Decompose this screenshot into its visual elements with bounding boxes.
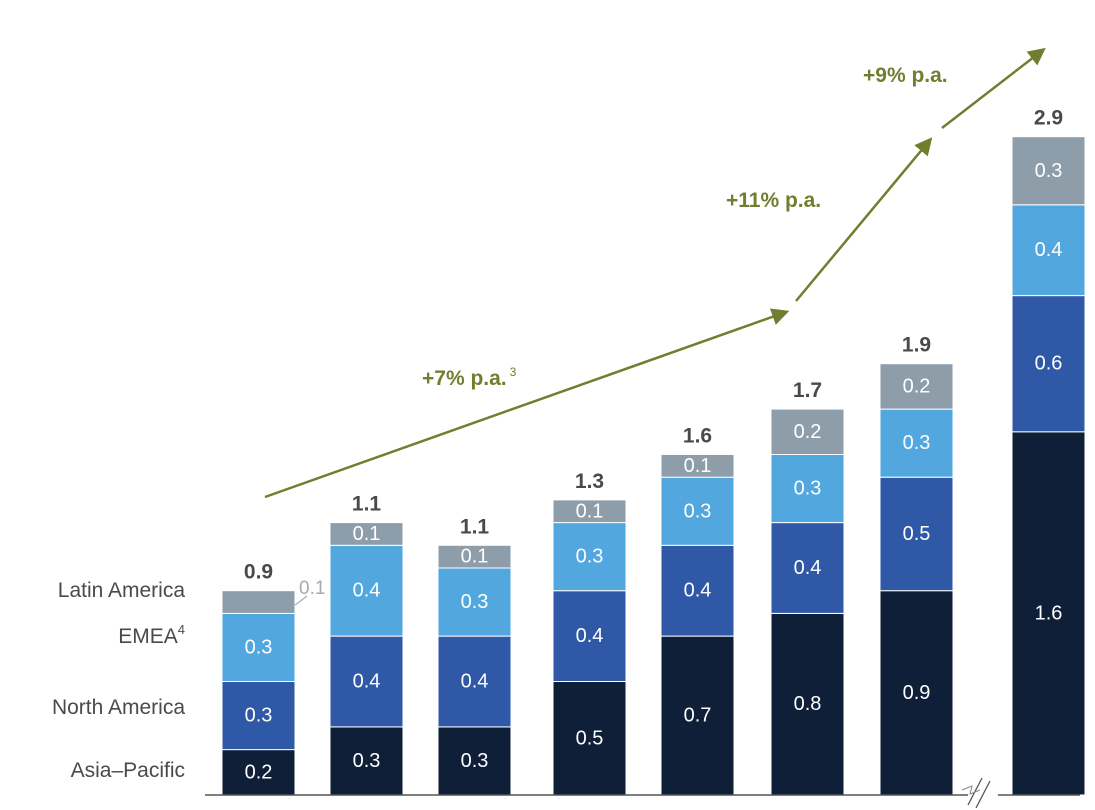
- bar-segment: [1011, 431, 1086, 796]
- growth-arrow: [795, 137, 933, 302]
- bar-segment: [1011, 136, 1086, 206]
- segment-value-label: 0.4: [1035, 239, 1063, 261]
- segment-value-label: 0.4: [353, 671, 381, 693]
- legend-item: EMEA4: [118, 622, 185, 648]
- bar-stack: 0.9 0.5 0.3 0.2 1.9: [879, 334, 954, 796]
- bar-segment: [770, 522, 845, 614]
- bar-segment: [552, 499, 627, 524]
- segment-value-label: 0.3: [245, 636, 273, 658]
- growth-rate-label: +7% p.a. 3: [422, 365, 517, 390]
- segment-value-label: 0.4: [684, 580, 712, 602]
- bar-segment: [329, 522, 404, 546]
- bar-segment: [770, 408, 845, 456]
- segment-value-label: 0.1: [684, 455, 712, 477]
- growth-arrows: +7% p.a. 3 +11% p.a. +9% p.a.: [264, 47, 1046, 499]
- segment-value-label: 0.6: [1035, 353, 1063, 375]
- segment-value-label: 0.4: [461, 671, 489, 693]
- segment-value-label: 0.3: [794, 478, 822, 500]
- bar-segment: [437, 635, 512, 728]
- segment-value-label: 0.3: [576, 546, 604, 568]
- bar-stack: 0.3 0.4 0.3 0.1 1.1: [437, 515, 512, 796]
- bar-segment: [660, 454, 735, 478]
- growth-arrow: [941, 47, 1046, 129]
- bar-segment: [552, 681, 627, 796]
- bar-total-label: 1.1: [460, 515, 490, 538]
- bars: 0.2 0.3 0.3 0.9 0.3 0.4 0.4 0.1 1.1 0.3 0.4 0.3 0.1 1…: [221, 107, 1086, 796]
- bar-segment: [437, 567, 512, 637]
- segment-value-label: 0.5: [576, 727, 604, 749]
- bar-segment: [770, 612, 845, 796]
- legend: Latin America EMEA4 North America Asia–Paci…: [52, 579, 185, 782]
- segment-value-label: 0.7: [684, 705, 712, 727]
- bar-segment: [660, 635, 735, 796]
- bar-segment: [660, 544, 735, 637]
- legend-item: Asia–Pacific: [71, 759, 185, 782]
- growth-rate-label: +9% p.a.: [863, 64, 948, 87]
- legend-item: North America: [52, 696, 185, 719]
- bar-stack: 0.8 0.4 0.3 0.2 1.7: [770, 379, 845, 796]
- bar-segment: [660, 476, 735, 546]
- segment-value-label: 0.2: [794, 421, 822, 443]
- bar-segment: [221, 590, 296, 614]
- bar-segment: [329, 544, 404, 637]
- bar-segment: [879, 363, 954, 410]
- bar-segment: [879, 476, 954, 592]
- bar-stack: 1.6 0.6 0.4 0.3 2.9: [1011, 107, 1086, 796]
- segment-value-label: 0.4: [576, 625, 604, 647]
- bar-stack: 0.3 0.4 0.4 0.1 1.1: [329, 493, 404, 796]
- bar-total-label: 2.9: [1034, 107, 1063, 130]
- bar-segment: [879, 408, 954, 478]
- bar-total-label: 1.1: [352, 493, 382, 516]
- growth-arrow: [264, 308, 790, 499]
- bar-segment: [329, 635, 404, 728]
- bar-total-label: 1.6: [683, 425, 712, 448]
- segment-value-label: 0.2: [903, 375, 931, 397]
- growth-rate-label: +11% p.a.: [726, 189, 821, 212]
- segment-value-label: 0.3: [353, 750, 381, 772]
- axis-break-icon: [961, 777, 998, 809]
- outside-label-leader: [294, 595, 308, 606]
- segment-value-label: 0.1: [353, 523, 381, 545]
- segment-value-label: 0.4: [353, 580, 381, 602]
- legend-footnote-marker: 4: [178, 622, 185, 637]
- bar-segment: [879, 590, 954, 796]
- bar-stack: 0.2 0.3 0.3 0.9: [221, 561, 296, 796]
- bar-segment: [1011, 204, 1086, 297]
- bar-total-label: 1.9: [902, 334, 931, 357]
- bar-segment: [437, 544, 512, 569]
- segment-value-label: 0.3: [245, 705, 273, 727]
- segment-value-label: 1.6: [1035, 602, 1063, 624]
- segment-value-label: 0.1: [576, 500, 604, 522]
- bar-segment: [552, 590, 627, 683]
- bar-segment: [437, 726, 512, 796]
- bar-stack: 0.5 0.4 0.3 0.1 1.3: [552, 470, 627, 796]
- bar-segment: [221, 749, 296, 796]
- segment-value-label: 0.4: [794, 557, 822, 579]
- bar-segment: [552, 522, 627, 592]
- segment-value-label: 0.2: [245, 761, 273, 783]
- bar-total-label: 1.3: [575, 470, 604, 493]
- bar-segment: [1011, 295, 1086, 433]
- segment-value-label: 0.3: [684, 500, 712, 522]
- bar-total-label: 1.7: [793, 379, 822, 402]
- segment-value-label: 0.1: [461, 546, 489, 568]
- segment-value-label: 0.3: [903, 432, 931, 454]
- segment-value-label: 0.3: [461, 750, 489, 772]
- segment-value-label: 0.3: [1035, 160, 1063, 182]
- legend-item: Latin America: [58, 579, 186, 602]
- outside-value-label: 0.1: [299, 578, 325, 599]
- bar-segment: [221, 681, 296, 751]
- segment-value-label: 0.3: [461, 591, 489, 613]
- bar-total-label: 0.9: [244, 561, 273, 584]
- segment-value-label: 0.5: [903, 523, 931, 545]
- bar-segment: [329, 726, 404, 796]
- segment-value-label: 0.9: [903, 682, 931, 704]
- bar-stack: 0.7 0.4 0.3 0.1 1.6: [660, 425, 735, 796]
- bar-segment: [770, 454, 845, 524]
- segment-value-label: 0.8: [794, 693, 822, 715]
